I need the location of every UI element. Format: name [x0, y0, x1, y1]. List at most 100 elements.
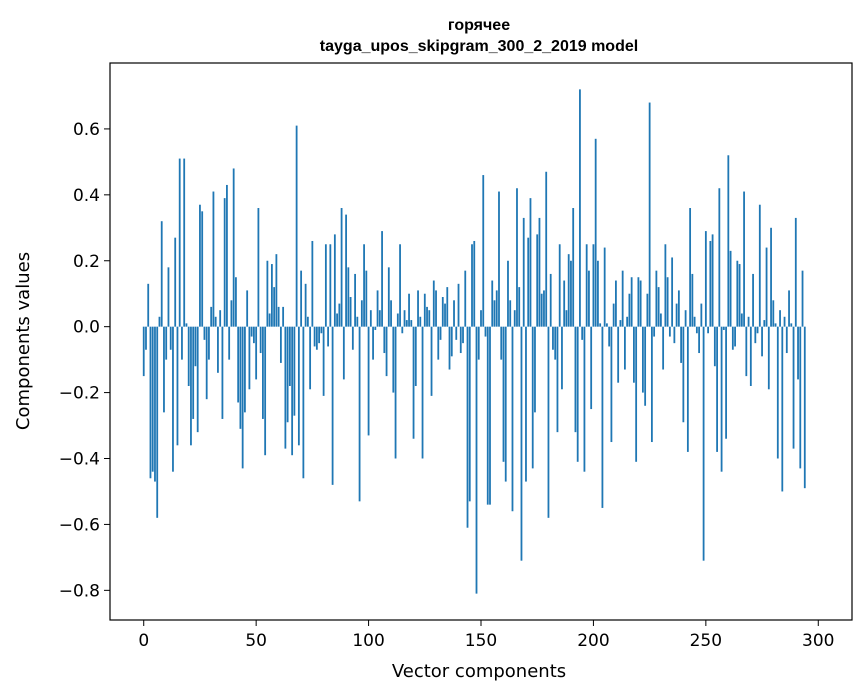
bar — [383, 326, 386, 354]
bar — [720, 326, 723, 472]
bar — [615, 280, 617, 327]
bar — [695, 326, 698, 334]
bar — [668, 326, 671, 337]
bar — [684, 310, 687, 327]
plot-frame — [109, 62, 853, 621]
bar — [408, 293, 410, 327]
bar — [486, 326, 489, 505]
bar — [315, 326, 318, 350]
bar — [565, 310, 568, 327]
bar — [781, 326, 784, 492]
bar — [700, 303, 703, 327]
bar — [196, 326, 199, 433]
bar — [765, 247, 768, 327]
bar — [387, 267, 390, 327]
bar — [520, 326, 523, 561]
bar — [731, 326, 734, 350]
bar — [626, 316, 629, 327]
bar — [525, 326, 527, 482]
bar — [151, 326, 154, 472]
bar — [430, 326, 433, 396]
bar — [624, 326, 626, 370]
bar — [435, 290, 437, 327]
bar — [145, 326, 147, 350]
bar — [221, 326, 224, 419]
bar — [558, 244, 561, 327]
bar — [378, 310, 381, 327]
bar — [277, 306, 280, 327]
bar — [554, 326, 557, 360]
bar — [612, 303, 615, 327]
bar — [567, 254, 570, 327]
bar — [529, 198, 532, 327]
bar — [455, 326, 458, 340]
bars-group — [142, 89, 806, 594]
bar — [338, 303, 341, 327]
bar — [412, 326, 415, 439]
bar — [212, 191, 215, 327]
bar — [635, 326, 638, 462]
bar — [482, 175, 485, 327]
bar — [783, 316, 786, 327]
bar — [268, 313, 271, 327]
bar — [394, 326, 397, 459]
bar — [450, 326, 453, 357]
bar — [754, 326, 757, 344]
bar — [686, 326, 689, 452]
bar — [190, 326, 192, 446]
y-axis-label: Components values — [13, 252, 34, 430]
bar — [659, 313, 662, 327]
bar — [347, 267, 350, 327]
bar — [628, 293, 631, 327]
bar — [237, 326, 240, 403]
bar — [349, 297, 352, 327]
bar — [776, 326, 779, 459]
bar — [306, 316, 309, 327]
y-tick-label: 0.4 — [73, 186, 100, 206]
bar — [284, 326, 287, 449]
bar — [619, 320, 622, 327]
bar — [336, 313, 338, 327]
bar — [581, 326, 584, 340]
bar — [536, 234, 539, 327]
bar — [725, 326, 727, 439]
bar — [736, 260, 739, 327]
bar — [639, 280, 642, 327]
bar — [309, 326, 312, 390]
bar — [244, 326, 246, 413]
bar — [214, 316, 217, 327]
bar — [617, 326, 620, 383]
bar — [185, 323, 188, 327]
bar — [749, 326, 752, 386]
bar — [327, 326, 329, 347]
bar — [270, 264, 273, 327]
bar — [646, 293, 649, 327]
bar — [403, 310, 406, 327]
x-tick-label: 0 — [138, 631, 149, 651]
bar — [426, 306, 428, 327]
bar — [709, 240, 712, 327]
bar — [147, 283, 150, 327]
bar — [421, 326, 424, 459]
bar — [471, 244, 473, 327]
bar — [331, 326, 334, 485]
bar — [199, 204, 201, 327]
bar — [167, 267, 170, 327]
bar — [468, 326, 471, 502]
bar — [588, 270, 590, 327]
bar — [491, 280, 494, 327]
bar — [738, 264, 741, 327]
bar — [358, 326, 361, 502]
bar — [302, 326, 305, 479]
bar — [333, 234, 336, 327]
x-tick-label: 150 — [465, 631, 497, 651]
bar — [367, 326, 370, 436]
bar — [223, 198, 226, 327]
bar — [722, 326, 725, 330]
bar — [650, 326, 653, 443]
bar — [158, 316, 161, 327]
bar — [752, 273, 754, 327]
bar — [592, 244, 595, 327]
bar — [729, 250, 732, 327]
